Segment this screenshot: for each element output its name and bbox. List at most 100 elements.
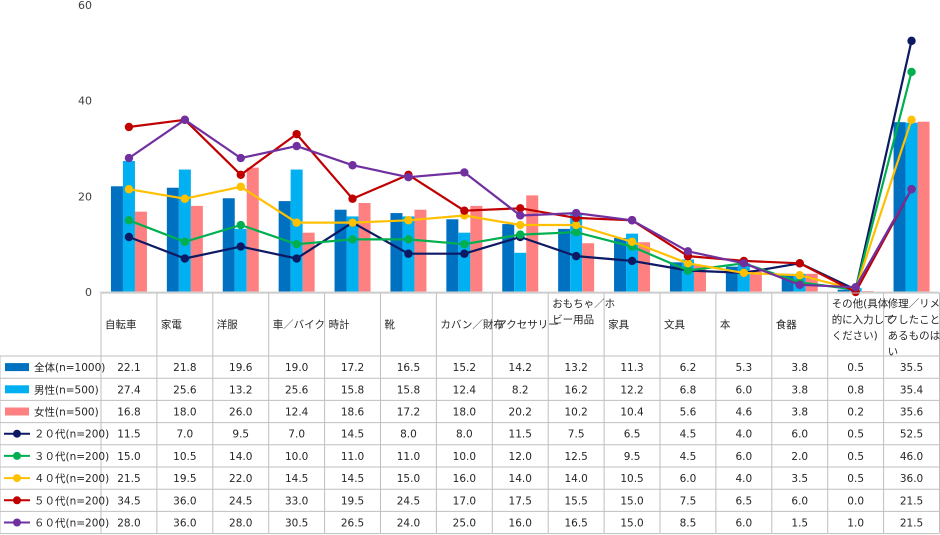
bar	[178, 169, 191, 292]
table-value: 11.3	[620, 362, 643, 374]
line-point	[236, 220, 245, 230]
table-value: 19.5	[341, 495, 364, 507]
x-category-label: おもちゃ／ホ	[552, 298, 615, 310]
table-value: 6.0	[791, 495, 808, 507]
line-point	[627, 237, 637, 246]
table-value: 6.5	[735, 495, 752, 507]
line-point	[180, 194, 190, 203]
table-value: 3.8	[791, 362, 808, 374]
table-value: 34.5	[117, 495, 140, 507]
bar	[446, 219, 459, 292]
table-value: 4.0	[735, 473, 752, 485]
line-point	[739, 259, 749, 268]
x-category-label: 洋服	[217, 318, 238, 331]
line-point	[180, 237, 190, 246]
table-value: 11.5	[509, 429, 532, 441]
bar	[582, 243, 595, 292]
line-point	[795, 259, 804, 268]
y-tick-label: 20	[78, 190, 92, 203]
x-category-label: ビー用品	[552, 314, 594, 326]
table-value: 1.0	[847, 518, 864, 530]
line-point	[404, 216, 413, 225]
legend-key-marker	[13, 474, 21, 483]
x-category-label: 本	[720, 318, 731, 331]
table-value: 7.0	[176, 429, 193, 441]
bar	[222, 198, 235, 292]
table-value: 14.5	[285, 473, 308, 485]
table-value: 10.4	[620, 407, 644, 419]
table-value: 14.0	[229, 451, 252, 463]
table-value: 6.0	[735, 451, 752, 463]
table-value: 15.0	[397, 473, 420, 485]
line-point	[292, 129, 301, 139]
x-category-label: カバン／財布	[440, 318, 504, 331]
line-point	[571, 228, 581, 237]
table-value: 36.0	[173, 495, 196, 507]
table-value: 10.0	[453, 451, 476, 463]
line-point	[236, 153, 245, 163]
table-value: 16.0	[509, 518, 532, 530]
table-value: 19.5	[173, 473, 196, 485]
plot-area: 0 20 40 60	[78, 0, 940, 299]
table-value: 0.5	[847, 362, 864, 374]
bar	[302, 232, 315, 292]
legend-series-name: ３０代(n=200)	[34, 451, 109, 463]
line-point	[739, 268, 749, 278]
table-value: 0.2	[847, 407, 864, 419]
line-point	[404, 249, 413, 258]
table-value: 19.6	[229, 362, 253, 374]
line-point	[348, 194, 357, 203]
table-value: 5.3	[735, 362, 752, 374]
bar	[234, 228, 247, 292]
table-value: 12.4	[453, 384, 477, 396]
table-value: 17.0	[453, 495, 476, 507]
table-value: 15.8	[341, 384, 364, 396]
legend-series-name: ６０代(n=200)	[34, 518, 109, 530]
table-value: 8.0	[400, 429, 417, 441]
table-value: 26.5	[341, 518, 364, 530]
table-value: 5.6	[680, 407, 697, 419]
line-point	[236, 170, 245, 180]
bar	[737, 263, 750, 292]
line-point	[627, 216, 637, 225]
table-value: 17.2	[397, 407, 420, 419]
bar	[346, 216, 359, 292]
bar	[290, 169, 303, 292]
table-value: 6.0	[791, 429, 808, 441]
table-value: 1.5	[791, 518, 808, 530]
x-category-label: その他(具体	[832, 297, 889, 310]
table-value: 16.2	[564, 384, 587, 396]
bar	[514, 252, 527, 292]
table-value: 6.0	[735, 384, 752, 396]
table-value: 13.2	[564, 362, 587, 374]
x-category-label: アクセサリー	[496, 319, 558, 331]
bar	[470, 205, 483, 292]
y-tick-label: 40	[78, 95, 92, 108]
line-point	[907, 115, 916, 125]
line-point	[516, 204, 525, 213]
table-value: 6.0	[680, 473, 697, 485]
bar	[905, 122, 918, 292]
table-value: 21.5	[117, 473, 140, 485]
bar	[893, 122, 906, 292]
table-value: 14.5	[341, 429, 364, 441]
table-value: 21.5	[900, 518, 923, 530]
line-point	[907, 184, 916, 194]
table-value: 0.0	[847, 495, 864, 507]
table-value: 6.8	[680, 384, 697, 396]
bar	[502, 224, 515, 292]
table-value: 15.8	[397, 384, 420, 396]
bar	[122, 160, 135, 292]
legend-key-marker	[13, 496, 21, 505]
table-value: 35.6	[900, 407, 924, 419]
table-value: 25.6	[285, 384, 309, 396]
bar	[278, 201, 291, 292]
table-value: 18.0	[453, 407, 476, 419]
table-value: 15.2	[453, 362, 476, 374]
table-value: 35.5	[900, 362, 923, 374]
table-value: 4.0	[735, 429, 752, 441]
legend-series-name: ２０代(n=200)	[34, 429, 109, 441]
x-category-label: 家具	[608, 318, 629, 331]
legend-series-name: 女性(n=500)	[34, 406, 99, 419]
line-point	[292, 141, 301, 151]
